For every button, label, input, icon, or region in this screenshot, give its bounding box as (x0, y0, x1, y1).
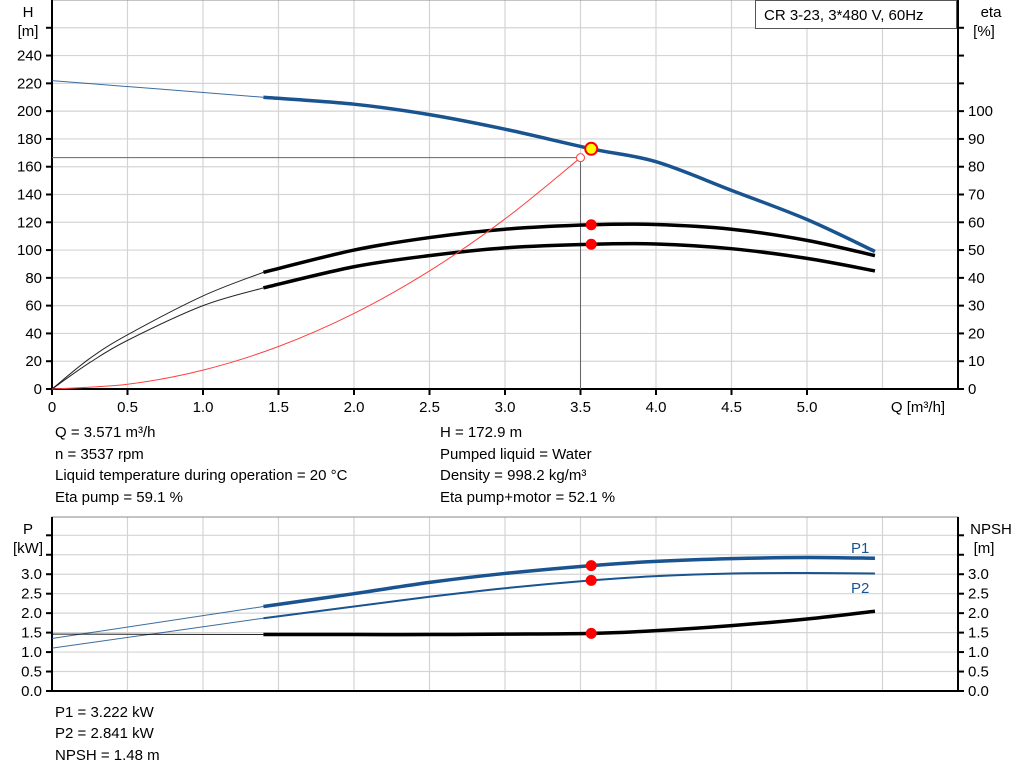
info-flow: Q = 3.571 m³/h (55, 424, 156, 441)
info-speed: n = 3537 rpm (55, 446, 144, 463)
top-y2-tick-label: 70 (968, 187, 985, 204)
top-x-tick-label: 4.0 (646, 399, 667, 416)
info-p1: P1 = 3.222 kW (55, 704, 154, 721)
top-y-tick-label: 0 (34, 381, 42, 398)
top-y-tick-label: 80 (25, 270, 42, 287)
chart-title: CR 3-23, 3*480 V, 60Hz (755, 0, 957, 29)
top-y2-tick-label: 50 (968, 242, 985, 259)
top-y2-tick-label: 20 (968, 325, 985, 342)
duty-point-marker (585, 560, 597, 572)
top-series-head-thin (51, 80, 264, 98)
top-y2-tick-label: 100 (968, 103, 993, 120)
top-y-tick-label: 220 (17, 75, 42, 92)
top-y-tick-label: 60 (25, 298, 42, 315)
top-y-tick-label: 160 (17, 159, 42, 176)
bottom-y-tick-label: 1.5 (21, 625, 42, 642)
top-x-tick-label: 2.0 (344, 399, 365, 416)
info-density: Density = 998.2 kg/m³ (440, 467, 587, 484)
top-y-tick-label: 240 (17, 48, 42, 65)
top-x-axis-title: Q [m³/h] (891, 399, 945, 416)
top-y2-tick-label: 80 (968, 159, 985, 176)
top-x-tick-label: 0.5 (117, 399, 138, 416)
bottom-y2-tick-label: 1.0 (968, 644, 989, 661)
bottom-y2-tick-label: 2.5 (968, 586, 989, 603)
info-temperature: Liquid temperature during operation = 20… (55, 467, 348, 484)
top-y2-tick-label: 90 (968, 131, 985, 148)
top-x-tick-label: 1.0 (193, 399, 214, 416)
bottom-y-tick-label: 0.5 (21, 664, 42, 681)
top-y-tick-label: 180 (17, 131, 42, 148)
operating-point-marker (584, 141, 599, 156)
top-x-tick-label: 4.5 (721, 399, 742, 416)
bottom-series-P2 (263, 572, 875, 620)
system-curve-endpoint (576, 153, 585, 163)
bottom-y2-axis-title: NPSH (970, 521, 1012, 538)
info-head: H = 172.9 m (440, 424, 523, 441)
top-y-tick-label: 100 (17, 242, 42, 259)
top-y-tick-label: 20 (25, 353, 42, 370)
info-eta-pump: Eta pump = 59.1 % (55, 489, 183, 506)
top-y2-tick-label: 0 (968, 381, 976, 398)
bottom-y2-axis-unit: [m] (974, 540, 995, 557)
top-y2-tick-label: 10 (968, 353, 985, 370)
p2-curve-label: P2 (851, 580, 869, 597)
bottom-series-P2-thin (51, 617, 264, 649)
top-y2-tick-label: 30 (968, 298, 985, 315)
top-x-tick-label: 0 (48, 399, 56, 416)
top-y2-axis-unit: [%] (973, 23, 995, 40)
top-y2-axis-title: eta (981, 4, 1003, 21)
top-x-tick-label: 2.5 (419, 399, 440, 416)
top-y2-tick-label: 40 (968, 270, 985, 287)
bottom-y-axis-unit: [kW] (13, 540, 43, 557)
bottom-y-tick-label: 2.5 (21, 586, 42, 603)
bottom-y2-tick-label: 0.0 (968, 683, 989, 700)
bottom-series-NPSH (263, 609, 876, 637)
bottom-y-tick-label: 1.0 (21, 644, 42, 661)
duty-point-marker (585, 219, 597, 231)
top-x-tick-label: 1.5 (268, 399, 289, 416)
bottom-y2-tick-label: 0.5 (968, 664, 989, 681)
bottom-y-axis-title: P (23, 521, 33, 538)
bottom-y-tick-label: 0.0 (21, 683, 42, 700)
top-y-tick-label: 40 (25, 325, 42, 342)
duty-point-marker (585, 574, 597, 586)
top-series-system-curve-thin (51, 157, 581, 390)
bottom-series-P1-thin (51, 606, 264, 639)
top-y-tick-label: 200 (17, 103, 42, 120)
bottom-y-tick-label: 3.0 (21, 566, 42, 583)
bottom-y2-tick-label: 1.5 (968, 625, 989, 642)
bottom-y2-tick-label: 2.0 (968, 605, 989, 622)
duty-point-marker (585, 238, 597, 250)
info-p2: P2 = 2.841 kW (55, 725, 154, 742)
top-y-tick-label: 120 (17, 214, 42, 231)
info-npsh: NPSH = 1.48 m (55, 747, 160, 764)
info-eta-total: Eta pump+motor = 52.1 % (440, 489, 616, 506)
top-y-axis-unit: [m] (18, 23, 39, 40)
top-y-tick-label: 140 (17, 187, 42, 204)
top-series-eta-pump-thin (51, 271, 264, 390)
info-liquid: Pumped liquid = Water (440, 446, 592, 463)
top-x-tick-label: 3.0 (495, 399, 516, 416)
top-x-tick-label: 5.0 (797, 399, 818, 416)
top-series-eta-pump-motor-thin (51, 287, 264, 390)
top-x-tick-label: 3.5 (570, 399, 591, 416)
top-y2-tick-label: 60 (968, 214, 985, 231)
bottom-y-tick-label: 2.0 (21, 605, 42, 622)
top-y-axis-title: H (23, 4, 34, 21)
duty-point-marker (585, 627, 597, 639)
bottom-y2-tick-label: 3.0 (968, 566, 989, 583)
top-series-head (263, 95, 876, 254)
p1-curve-label: P1 (851, 540, 869, 557)
